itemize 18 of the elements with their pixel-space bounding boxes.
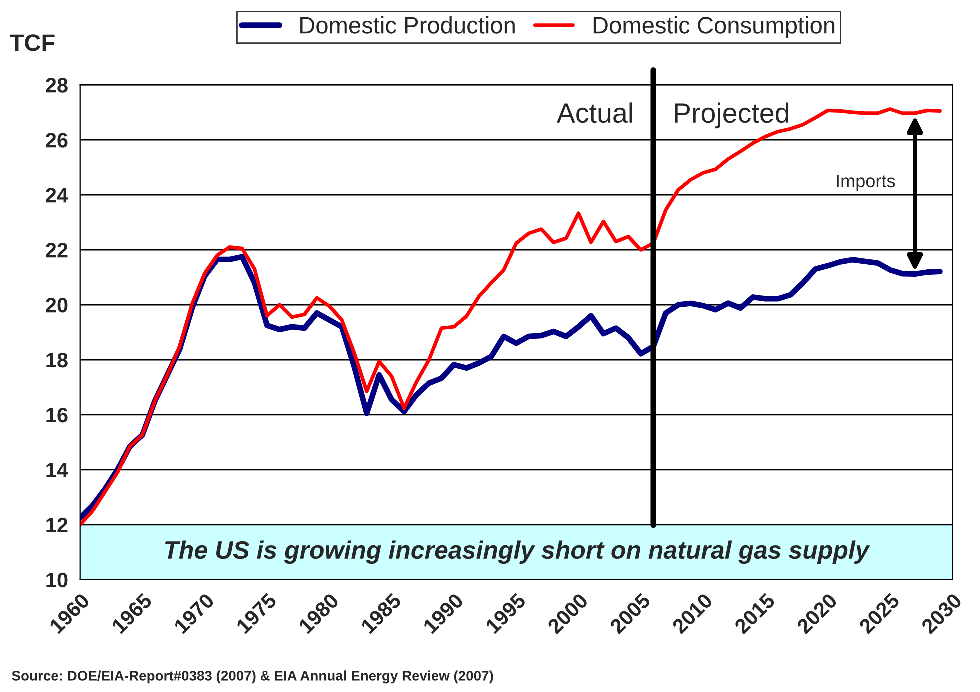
y-tick-label: 18 bbox=[46, 352, 68, 368]
annotation: Imports bbox=[837, 174, 896, 192]
y-tick-label: 22 bbox=[46, 243, 68, 258]
annotation: Actual bbox=[556, 102, 632, 124]
y-tick-label: 20 bbox=[46, 298, 68, 313]
source-note: Source: DOE/EIA-Report#0383 (2007) & EIA Annual Energy Review (2007) bbox=[12, 670, 494, 684]
y-tick-label: 24 bbox=[46, 188, 68, 203]
legend-label: Domestic Consumption bbox=[594, 16, 835, 39]
y-tick-label: 12 bbox=[46, 518, 68, 532]
band-label: The US is growing increasingly short on natural gas supply bbox=[165, 540, 870, 564]
y-tick-label: 14 bbox=[46, 463, 68, 478]
y-tick-label: 10 bbox=[46, 572, 68, 588]
y-tick-label: 28 bbox=[46, 78, 68, 93]
y-axis-title: TCF bbox=[10, 34, 55, 52]
annotation: Projected bbox=[675, 102, 789, 129]
legend-label: Domestic Production bbox=[300, 16, 515, 34]
y-tick-label: 16 bbox=[46, 408, 68, 423]
y-tick-label: 26 bbox=[46, 133, 68, 148]
